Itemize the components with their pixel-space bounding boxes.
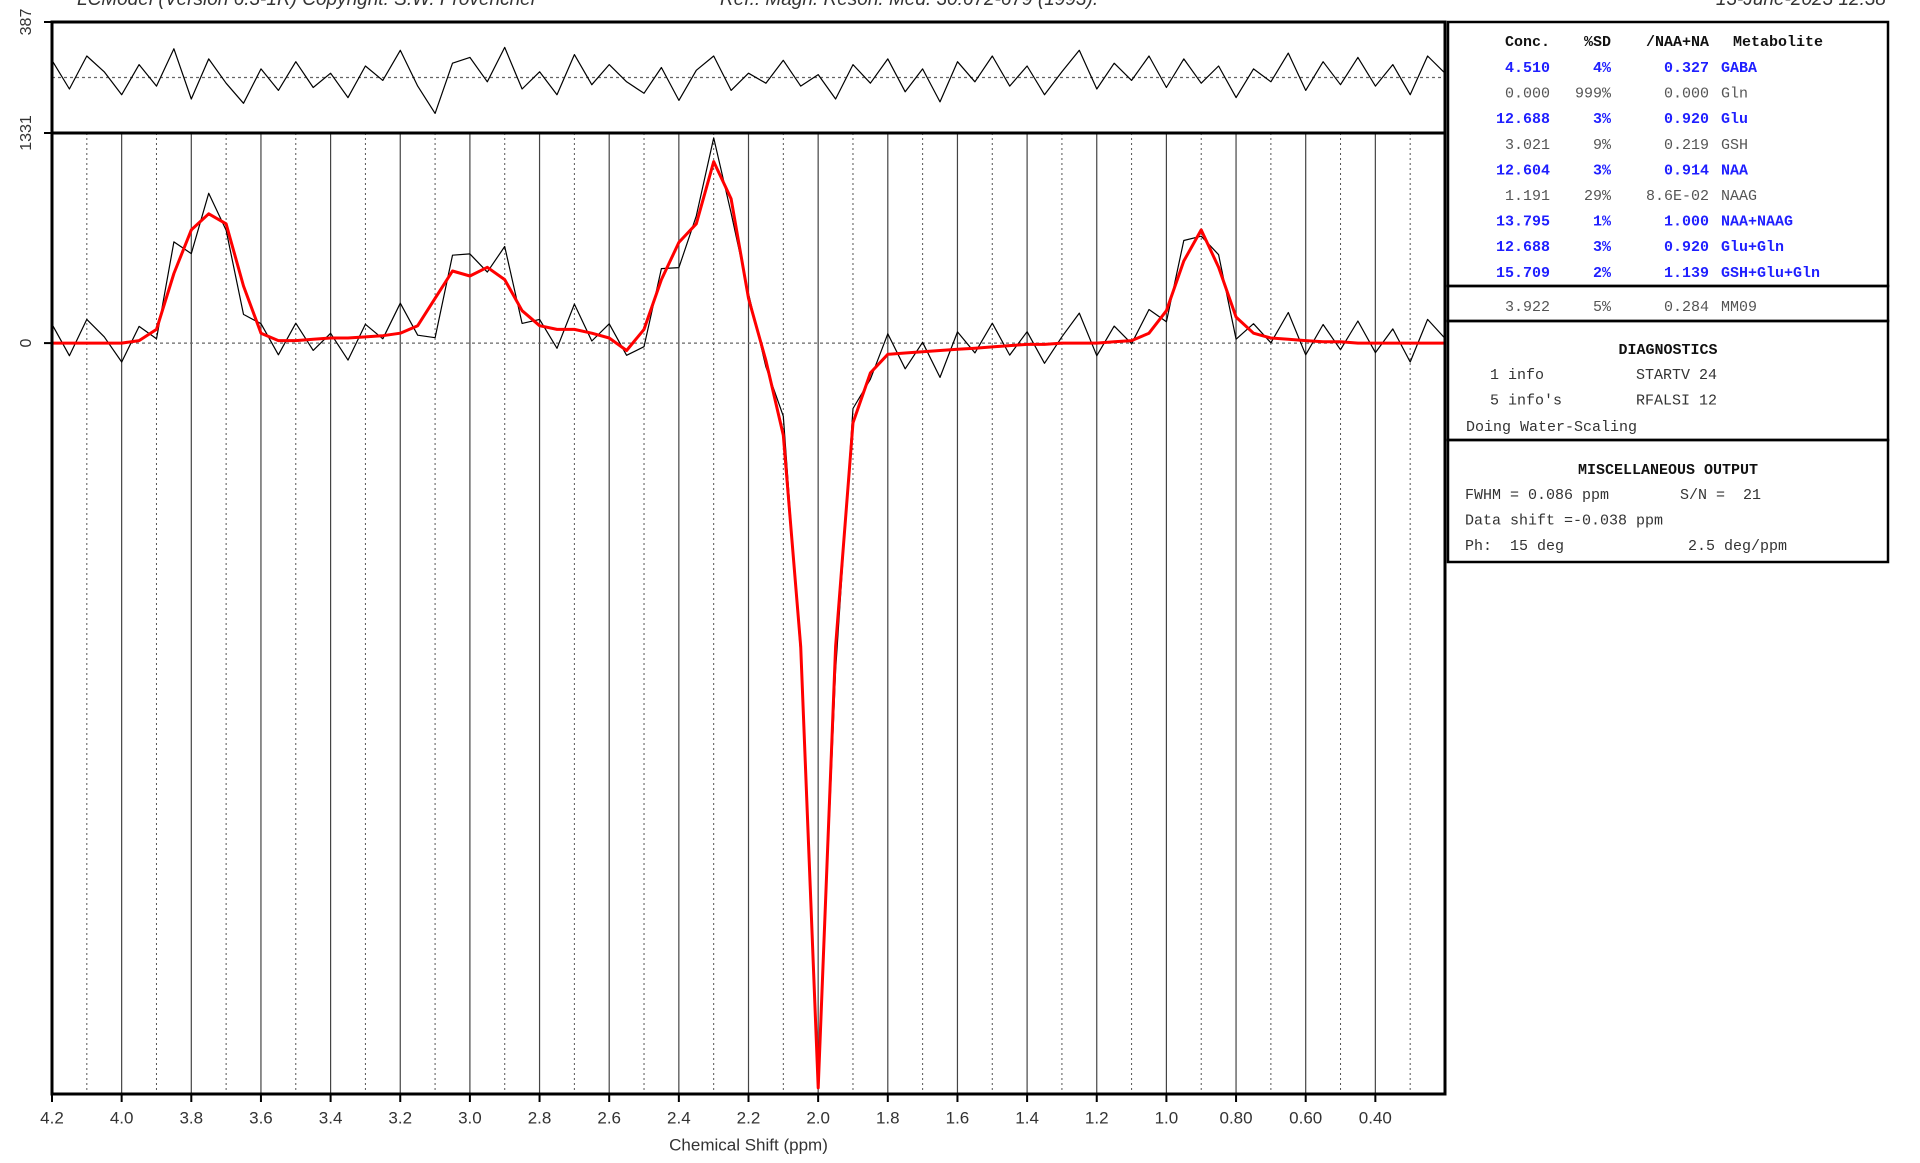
diagnostics-title: DIAGNOSTICS — [1618, 342, 1717, 359]
x-tick-label: 1.6 — [946, 1108, 970, 1127]
table-cell: 0.920 — [1664, 111, 1709, 128]
table-cell: 15.709 — [1496, 265, 1550, 282]
table-cell: 12.604 — [1496, 162, 1550, 179]
table-cell: NAA — [1721, 162, 1748, 179]
table-cell: GABA — [1721, 60, 1757, 77]
table-cell: 2% — [1593, 265, 1612, 282]
x-axis-label: Chemical Shift (ppm) — [669, 1135, 828, 1154]
x-tick-label: 1.8 — [876, 1108, 900, 1127]
table-cell: 12.688 — [1496, 111, 1550, 128]
table-cell: GSH — [1721, 137, 1748, 154]
y-tick-label: 0 — [18, 339, 35, 348]
table-cell: 0.000 — [1664, 86, 1709, 103]
x-tick-label: 1.4 — [1015, 1108, 1039, 1127]
x-tick-label: 2.6 — [597, 1108, 621, 1127]
table-cell: 0.920 — [1664, 239, 1709, 256]
table-cell: MM09 — [1721, 299, 1757, 316]
x-tick-label: 2.8 — [528, 1108, 552, 1127]
fit-line — [52, 160, 1445, 1090]
x-tick-label: 0.40 — [1359, 1108, 1392, 1127]
table-cell: 13.795 — [1496, 214, 1550, 231]
x-tick-label: 1.2 — [1085, 1108, 1109, 1127]
table-cell: NAAG — [1721, 188, 1757, 205]
x-tick-label: 3.4 — [319, 1108, 343, 1127]
table-header: /NAA+NA — [1646, 34, 1709, 51]
x-tick-label: 2.4 — [667, 1108, 691, 1127]
misc-line: FWHM = 0.086 ppm — [1465, 487, 1609, 504]
x-tick-label: 4.0 — [110, 1108, 134, 1127]
x-tick-label: 4.2 — [40, 1108, 64, 1127]
header-center: Ref.: Magn. Reson. Med. 30:672-679 (1993… — [720, 0, 1098, 10]
diagnostics-line: 5 info's — [1490, 393, 1562, 410]
table-cell: 4% — [1593, 60, 1612, 77]
table-cell: 0.327 — [1664, 60, 1709, 77]
table-header: Metabolite — [1733, 34, 1823, 51]
table-cell: 1% — [1593, 214, 1612, 231]
table: Conc. %SD/NAA+NA Metabolite 4.510 4% 0.327 GAB… — [1465, 34, 1823, 555]
table-cell: 0.000 — [1505, 86, 1550, 103]
table-cell: 5% — [1593, 299, 1612, 316]
table-cell: 12.688 — [1496, 239, 1550, 256]
table-cell: 3% — [1593, 111, 1612, 128]
table-cell: 3.922 — [1505, 299, 1550, 316]
diagnostics-note: Doing Water-Scaling — [1466, 419, 1637, 436]
x-tick-label: 3.6 — [249, 1108, 273, 1127]
diagnostics-line: STARTV 24 — [1636, 367, 1717, 384]
diagnostics-line: RFALSI 12 — [1636, 393, 1717, 410]
misc-line: Ph: 15 deg — [1465, 538, 1564, 555]
table-cell: NAA+NAAG — [1721, 214, 1793, 231]
misc-line: S/N = 21 — [1680, 487, 1761, 504]
y-tick-label: 1331 — [18, 115, 35, 151]
table-cell: 3% — [1593, 162, 1612, 179]
misc-line: Data shift =-0.038 ppm — [1465, 513, 1663, 530]
table-cell: 1.191 — [1505, 188, 1550, 205]
x-tick-label: 0.60 — [1289, 1108, 1322, 1127]
table-cell: 8.6E-02 — [1646, 188, 1709, 205]
x-tick-label: 2.2 — [737, 1108, 761, 1127]
x-tick-label: 3.2 — [388, 1108, 412, 1127]
table-cell: 999% — [1575, 86, 1612, 103]
header-left: LCModel (Version 6.3-1R) Copyright: S.W.… — [77, 0, 538, 10]
table-cell: 4.510 — [1505, 60, 1550, 77]
table-cell: 3% — [1593, 239, 1612, 256]
x-tick-label: 1.0 — [1155, 1108, 1179, 1127]
misc-line: 2.5 deg/ppm — [1688, 538, 1787, 555]
x-tick-label: 3.8 — [179, 1108, 203, 1127]
misc-title: MISCELLANEOUS OUTPUT — [1578, 462, 1758, 479]
y-tick-label: 387 — [18, 9, 35, 36]
table-cell: Glu+Gln — [1721, 239, 1784, 256]
x-tick-label: 0.80 — [1220, 1108, 1253, 1127]
table-cell: GSH+Glu+Gln — [1721, 265, 1820, 282]
table-cell: 1.000 — [1664, 214, 1709, 231]
table-cell: 0.284 — [1664, 299, 1709, 316]
table-cell: 0.219 — [1664, 137, 1709, 154]
table-cell: Glu — [1721, 111, 1748, 128]
table-header: %SD — [1584, 34, 1611, 51]
diagnostics-line: 1 info — [1490, 367, 1544, 384]
table-cell: 9% — [1593, 137, 1612, 154]
table-cell: Gln — [1721, 86, 1748, 103]
header-right: 13-June-2023 12:38 — [1716, 0, 1887, 10]
table-cell: 3.021 — [1505, 137, 1550, 154]
residual-line — [52, 46, 1445, 114]
plot-frame — [50, 131, 1447, 1096]
plot: 387 4.2 4.0 3.8 3.6 3.4 3.2 3.0 2.8 2.6 2.4 2.2 2.0 1… — [18, 9, 1447, 1154]
x-tick-label: 2.0 — [806, 1108, 830, 1127]
x-tick-label: 3.0 — [458, 1108, 482, 1127]
misc-box — [1446, 438, 1890, 564]
table-header: Conc. — [1505, 34, 1550, 51]
table-cell: 1.139 — [1664, 265, 1709, 282]
table-cell: 0.914 — [1664, 162, 1709, 179]
table-cell: 29% — [1584, 188, 1612, 205]
